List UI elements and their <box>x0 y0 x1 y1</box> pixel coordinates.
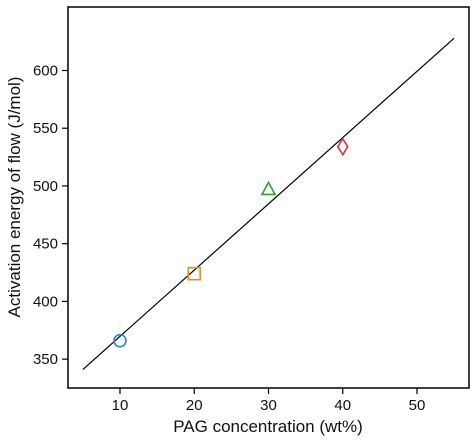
y-tick-label: 600 <box>33 63 58 80</box>
y-axis-title: Activation energy of flow (J/mol) <box>5 77 24 318</box>
y-tick-label: 450 <box>33 236 58 253</box>
data-point-square <box>187 266 202 281</box>
x-axis: 10 20 30 40 50 <box>112 388 426 414</box>
y-tick-label: 500 <box>33 178 58 195</box>
x-tick-label: 50 <box>409 397 426 414</box>
x-tick-label: 40 <box>334 397 351 414</box>
data-point-diamond <box>336 137 349 157</box>
y-axis: 350 400 450 500 550 600 <box>33 63 68 368</box>
y-tick-label: 350 <box>33 351 58 368</box>
x-tick-label: 10 <box>112 397 129 414</box>
plot-frame <box>67 6 470 389</box>
data-points <box>113 137 349 348</box>
fit-line <box>82 37 455 370</box>
y-tick-label: 400 <box>33 293 58 310</box>
x-axis-title: PAG concentration (wt%) <box>173 417 363 436</box>
x-tick-label: 20 <box>186 397 203 414</box>
data-point-circle <box>113 333 127 348</box>
data-point-triangle <box>260 180 277 196</box>
y-tick-label: 550 <box>33 120 58 137</box>
x-tick-label: 30 <box>260 397 277 414</box>
